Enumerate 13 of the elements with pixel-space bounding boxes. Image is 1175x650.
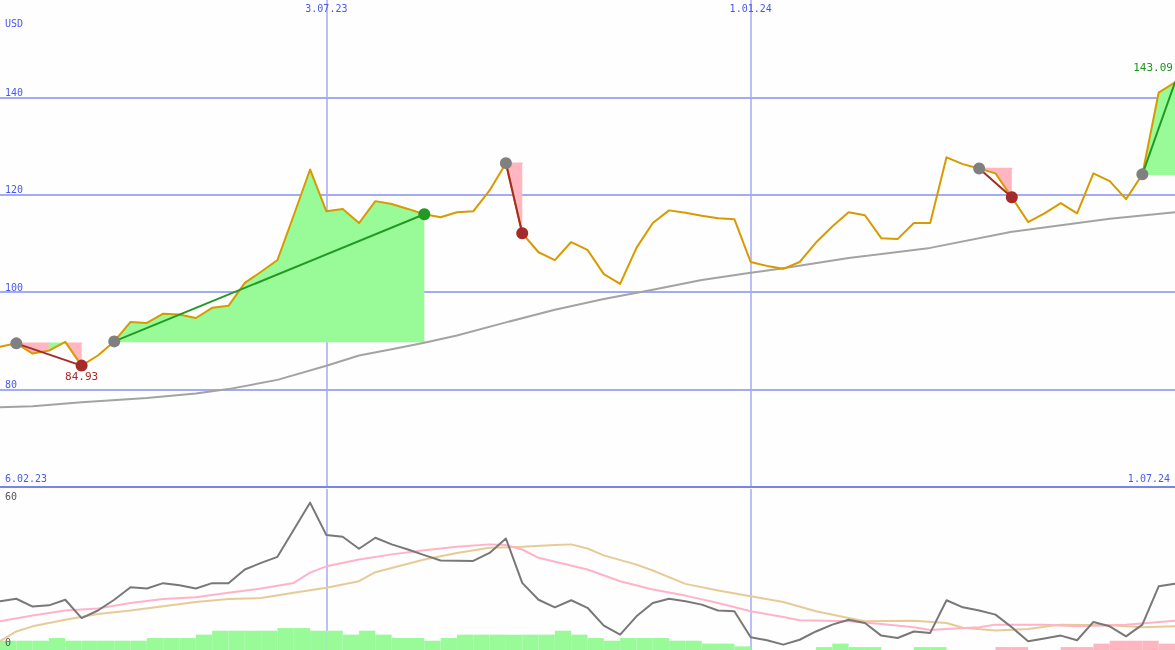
annotation: 1.07.24 xyxy=(1127,472,1171,484)
y-tick-label: 80 xyxy=(5,379,18,391)
data-label: 84.93 xyxy=(65,369,99,383)
y-tick-label: 120 xyxy=(5,184,24,196)
annotation: 6.02.23 xyxy=(5,472,48,484)
data-label: 143.09 xyxy=(1133,61,1173,75)
y-tick-label: 0 xyxy=(5,637,12,649)
x-tick-label: 1.01.24 xyxy=(729,2,772,14)
y-tick-label: 100 xyxy=(5,281,24,293)
y-tick-label: 140 xyxy=(5,86,24,98)
y-axis-title: USD xyxy=(5,17,24,29)
y-tick-label: 60 xyxy=(5,490,18,502)
x-tick-label: 3.07.23 xyxy=(305,2,348,14)
